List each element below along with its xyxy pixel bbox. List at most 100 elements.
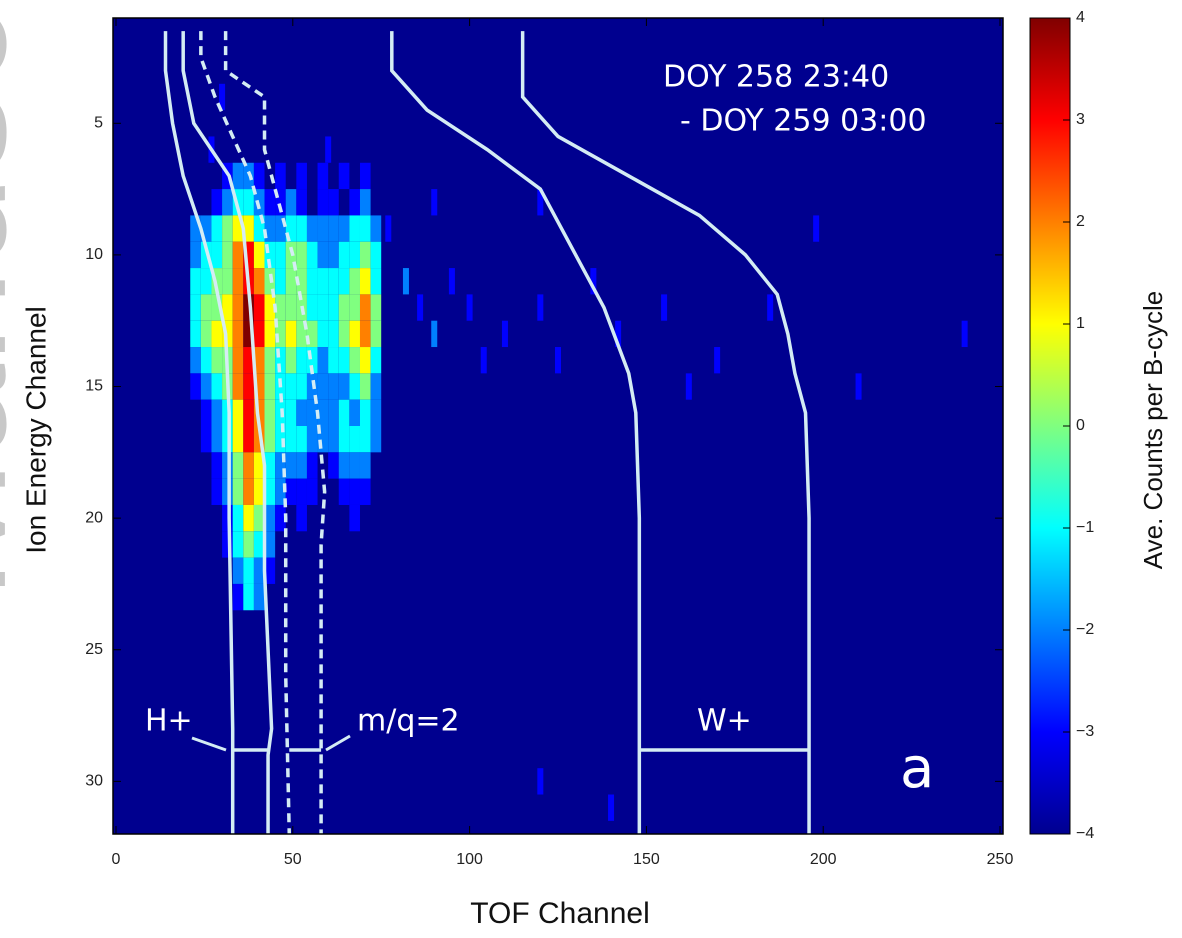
heatmap-cell xyxy=(275,189,286,216)
y-tick-label: 25 xyxy=(85,641,103,658)
heatmap-cell xyxy=(296,189,307,216)
heatmap-cell xyxy=(296,504,307,532)
heatmap-cell xyxy=(296,426,307,453)
heatmap-cell xyxy=(501,320,508,348)
heatmap-cell xyxy=(275,320,286,348)
heatmap-cell xyxy=(338,215,350,242)
heatmap-cell xyxy=(417,294,424,321)
heatmap-cell xyxy=(232,320,244,348)
heatmap-cell xyxy=(328,320,339,348)
heatmap-cell xyxy=(306,294,318,321)
boundary-line xyxy=(163,31,235,834)
heatmap-cell xyxy=(232,294,244,321)
heatmap-cell xyxy=(370,241,382,269)
heatmap-cell xyxy=(328,215,339,242)
heatmap-cell xyxy=(370,373,382,400)
heatmap-cell xyxy=(253,162,265,190)
heatmap-cell xyxy=(317,268,329,295)
heatmap-cell xyxy=(431,189,438,216)
heatmap-cell xyxy=(317,241,329,269)
heatmap-cell xyxy=(275,452,286,479)
x-tick-label: 0 xyxy=(112,851,121,868)
annotation: m/q=2 xyxy=(357,704,460,739)
heatmap-cell xyxy=(232,347,244,374)
heatmap-cell xyxy=(253,504,265,532)
heatmap-cell xyxy=(264,478,276,505)
boundary-line xyxy=(520,31,811,834)
heatmap-cell xyxy=(328,294,339,321)
heatmap-cell xyxy=(306,399,318,426)
heatmap-cell xyxy=(338,426,350,453)
heatmap-cell xyxy=(306,320,318,348)
x-tick-label: 150 xyxy=(633,851,660,868)
heatmap-cell xyxy=(349,399,360,426)
heatmap-cell xyxy=(253,215,265,242)
heatmap-cell xyxy=(211,399,223,426)
heatmap-cell xyxy=(232,241,244,269)
heatmap-cell xyxy=(275,162,286,190)
heatmap-cell xyxy=(253,294,265,321)
heatmap-cell xyxy=(243,531,254,558)
heatmap-cell xyxy=(608,794,615,821)
heatmap-cell xyxy=(190,320,201,348)
colorbar-tick-label: −1 xyxy=(1076,519,1094,536)
heatmap-cell xyxy=(338,399,350,426)
heatmap-cell xyxy=(306,452,318,479)
heatmap-cell xyxy=(359,294,371,321)
heatmap-cell xyxy=(222,426,233,453)
heatmap-cell xyxy=(317,347,329,374)
heatmap-cell xyxy=(431,320,438,348)
heatmap-cell xyxy=(200,399,212,426)
heatmap-cell xyxy=(306,241,318,269)
heatmap-cell xyxy=(328,452,339,479)
heatmap-cell xyxy=(296,373,307,400)
heatmap-cell xyxy=(338,373,350,400)
heatmap-cell xyxy=(211,373,223,400)
heatmap-cell xyxy=(349,189,360,216)
heatmap-cell xyxy=(296,320,307,348)
heatmap-cell xyxy=(211,241,223,269)
heatmap-cell xyxy=(338,162,350,190)
y-tick-label: 15 xyxy=(85,378,103,395)
colorbar-tick-label: 0 xyxy=(1076,417,1085,434)
heatmap-cell xyxy=(222,241,233,269)
heatmap-cell xyxy=(370,294,382,321)
heatmap-cell xyxy=(555,347,561,374)
heatmap-cell xyxy=(219,83,226,111)
heatmap-cell xyxy=(275,294,286,321)
heatmap-cell xyxy=(211,189,223,216)
x-tick-label: 100 xyxy=(456,851,483,868)
colorbar-tick-label: −4 xyxy=(1076,825,1094,842)
heatmap-cell xyxy=(359,478,371,505)
heatmap-cell xyxy=(200,294,212,321)
heatmap-cell xyxy=(537,294,544,321)
heatmap-cell xyxy=(685,373,692,400)
heatmap-cell xyxy=(275,426,286,453)
heatmap-cell xyxy=(306,268,318,295)
heatmap-cell xyxy=(243,189,254,216)
heatmap-cell xyxy=(317,399,329,426)
heatmap-cell xyxy=(359,426,371,453)
heatmap-cell xyxy=(253,399,265,426)
heatmap-cell xyxy=(222,189,233,216)
heatmap-cell xyxy=(370,215,382,242)
heatmap-cell xyxy=(296,399,307,426)
heatmap-cell xyxy=(359,452,371,479)
heatmap-cell xyxy=(296,452,307,479)
heatmap-cell xyxy=(306,373,318,400)
heatmap-cell xyxy=(264,531,276,558)
heatmap-cell xyxy=(306,215,318,242)
colorbar-tick-label: −3 xyxy=(1076,723,1094,740)
heatmap-cell xyxy=(253,583,265,611)
heatmap-cell xyxy=(253,373,265,400)
heatmap-cell xyxy=(243,320,254,348)
heatmap-cell xyxy=(253,347,265,374)
heatmap-cell xyxy=(211,347,223,374)
heatmap-cell xyxy=(211,452,223,479)
x-tick-label: 200 xyxy=(810,851,837,868)
heatmap-cell xyxy=(264,557,276,584)
heatmap-cell xyxy=(296,215,307,242)
heatmap-cell xyxy=(590,268,597,295)
annotation: DOY 258 23:40 xyxy=(663,60,889,95)
